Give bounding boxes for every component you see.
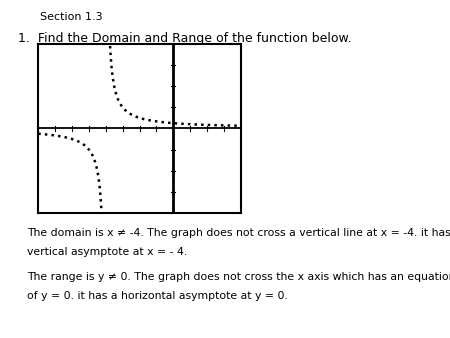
- Text: 1.  Find the Domain and Range of the function below.: 1. Find the Domain and Range of the func…: [18, 32, 351, 45]
- Text: Section 1.3: Section 1.3: [40, 12, 103, 22]
- Text: The domain is x ≠ -4. The graph does not cross a vertical line at x = -4. it has: The domain is x ≠ -4. The graph does not…: [27, 228, 450, 238]
- Text: of y = 0. it has a horizontal asymptote at y = 0.: of y = 0. it has a horizontal asymptote …: [27, 291, 288, 301]
- Text: The range is y ≠ 0. The graph does not cross the x axis which has an equation: The range is y ≠ 0. The graph does not c…: [27, 272, 450, 282]
- Text: vertical asymptote at x = - 4.: vertical asymptote at x = - 4.: [27, 247, 187, 257]
